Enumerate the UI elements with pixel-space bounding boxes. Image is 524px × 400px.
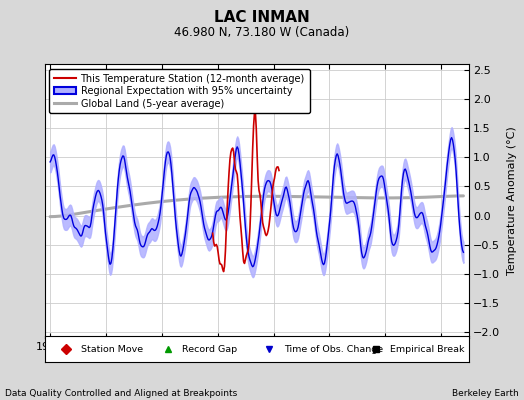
Text: Berkeley Earth: Berkeley Earth bbox=[452, 389, 519, 398]
Y-axis label: Temperature Anomaly (°C): Temperature Anomaly (°C) bbox=[507, 127, 517, 275]
Legend: This Temperature Station (12-month average), Regional Expectation with 95% uncer: This Temperature Station (12-month avera… bbox=[49, 69, 310, 114]
Text: Empirical Break: Empirical Break bbox=[390, 344, 465, 354]
Text: Record Gap: Record Gap bbox=[182, 344, 237, 354]
Text: Data Quality Controlled and Aligned at Breakpoints: Data Quality Controlled and Aligned at B… bbox=[5, 389, 237, 398]
Text: Time of Obs. Change: Time of Obs. Change bbox=[285, 344, 384, 354]
Text: 46.980 N, 73.180 W (Canada): 46.980 N, 73.180 W (Canada) bbox=[174, 26, 350, 39]
Text: Station Move: Station Move bbox=[81, 344, 143, 354]
Text: LAC INMAN: LAC INMAN bbox=[214, 10, 310, 25]
